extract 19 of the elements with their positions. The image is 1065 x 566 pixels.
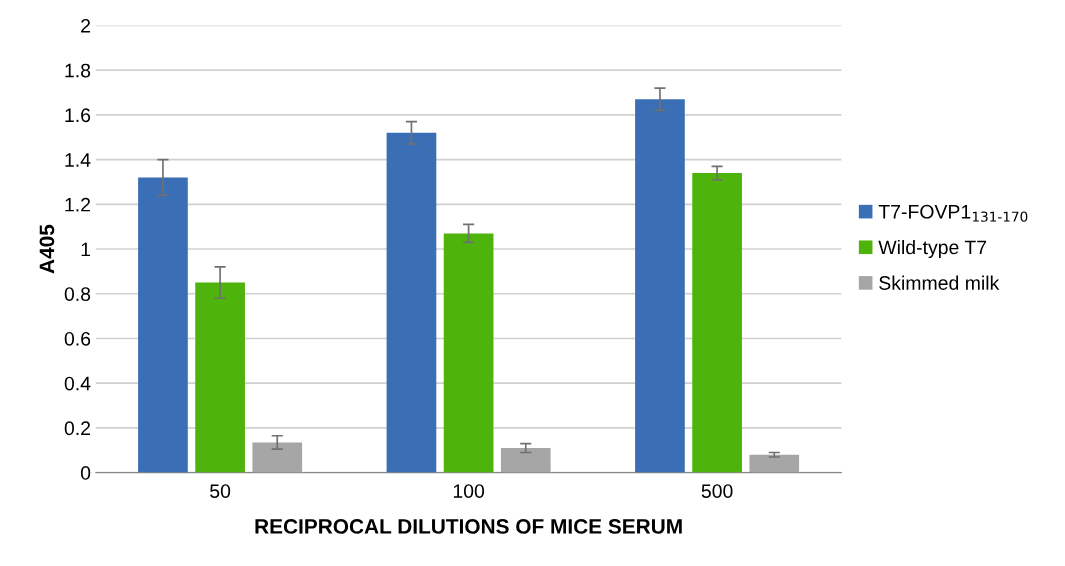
y-tick-label: 1.2 (65, 197, 91, 212)
x-tick-label: 50 (210, 484, 231, 498)
legend-label: Skimmed milk (879, 275, 1000, 290)
y-tick-label: 1.4 (65, 153, 91, 167)
x-axis-title: RECIPROCAL DILUTIONS OF MICE SERUM (255, 519, 682, 534)
y-tick-label: 0.4 (64, 376, 91, 391)
y-tick-label: 0.2 (64, 421, 91, 436)
legend-label: Wild-type T7 (878, 239, 987, 259)
y-tick-label: 0.8 (64, 287, 91, 301)
y-tick-label: 2 (81, 18, 91, 33)
y-tick-label: 1.8 (65, 63, 91, 78)
x-tick-label: 100 (453, 484, 485, 498)
y-axis-title: A405 (39, 224, 55, 274)
y-tick-label: 0 (80, 466, 91, 480)
x-tick-label: 500 (701, 484, 733, 498)
y-tick-label: 1.6 (65, 108, 91, 123)
y-tick-label: 1 (81, 242, 91, 257)
y-tick-label: 0.6 (64, 331, 91, 346)
legend-label: T7-FOVP1$_{131-170}$ (878, 204, 1028, 222)
